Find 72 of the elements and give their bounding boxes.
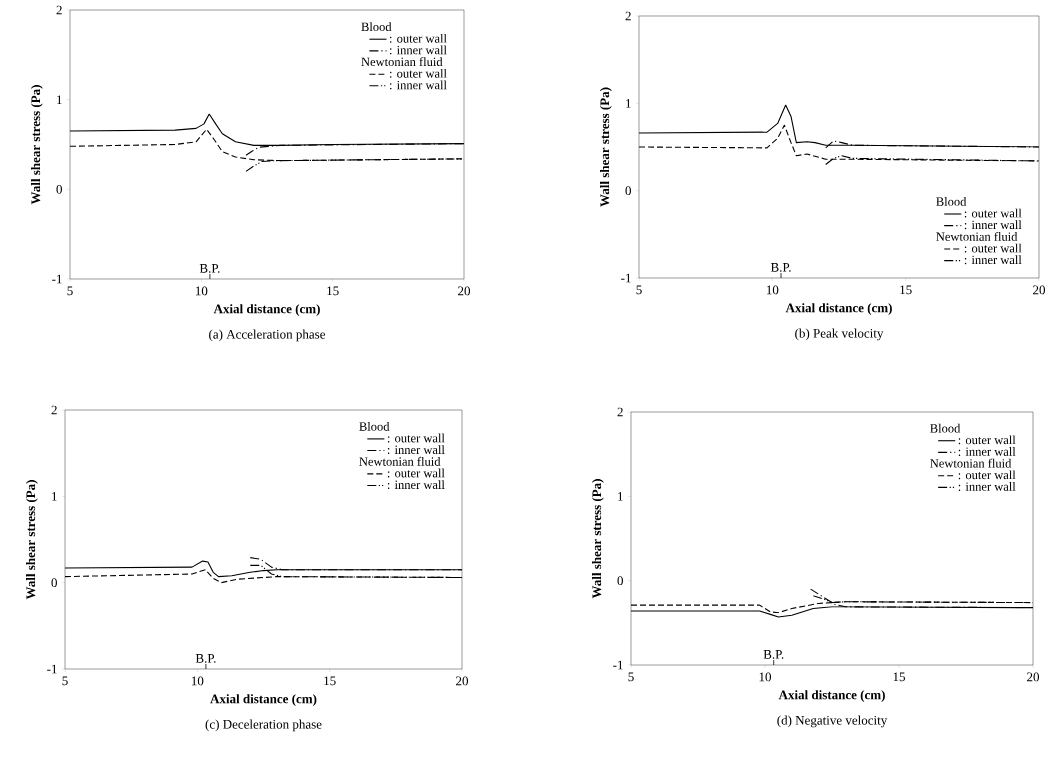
y-axis-title: Wall shear stress (Pa) xyxy=(25,480,38,600)
x-axis-title: Axial distance (cm) xyxy=(213,304,320,316)
y-tick-label: 1 xyxy=(52,492,57,501)
y-tick-label: 0 xyxy=(617,576,623,586)
annotation: Newtonian fluid xyxy=(359,456,441,466)
y-tick-label: 0 xyxy=(625,186,631,196)
y-tick-label: 2 xyxy=(625,11,631,21)
y-tick-label: 2 xyxy=(617,407,623,417)
legend-label: : inner wall xyxy=(958,482,1016,491)
y-axis-title: Wall shear stress (Pa) xyxy=(30,85,43,205)
annotation: B.P. xyxy=(199,264,220,273)
legend-label: : inner wall xyxy=(964,220,1022,230)
legend-label: : outer wall xyxy=(958,470,1016,480)
annotation: Newtonian fluid xyxy=(936,231,1018,241)
y-tick-label: -1 xyxy=(47,664,57,674)
annotation: B.P. xyxy=(195,654,216,663)
legend-label: : inner wall xyxy=(387,480,445,490)
x-tick-label: 10 xyxy=(766,285,779,295)
annotation: B.P. xyxy=(763,650,784,659)
text: (b) Peak velocity xyxy=(795,328,884,341)
legend-label: : inner wall xyxy=(958,447,1016,456)
legend-label: : inner wall xyxy=(964,255,1022,265)
y-tick-label: 1 xyxy=(57,95,62,104)
y-tick-label: -1 xyxy=(52,274,62,284)
x-tick-label: 15 xyxy=(324,676,336,686)
y-tick-label: 2 xyxy=(51,405,57,415)
legend-label: : outer wall xyxy=(964,243,1022,253)
annotation: Blood xyxy=(359,421,390,431)
annotation: Blood xyxy=(930,423,961,433)
x-axis-title: Axial distance (cm) xyxy=(785,303,892,315)
x-tick-label: 10 xyxy=(759,672,772,682)
text: (a) Acceleration phase xyxy=(209,329,326,342)
y-axis-title: Wall shear stress (Pa) xyxy=(592,479,604,599)
legend-label: : outer wall xyxy=(390,68,447,78)
x-tick-label: 20 xyxy=(1033,285,1046,295)
x-tick-label: 10 xyxy=(191,676,204,686)
x-tick-label: 10 xyxy=(195,286,208,296)
annotation: Blood xyxy=(936,197,967,206)
text: (c) Deceleration phase xyxy=(205,719,322,732)
x-tick-label: 5 xyxy=(636,285,642,295)
legend-label: : outer wall xyxy=(387,433,445,443)
x-tick-label: 15 xyxy=(900,285,912,295)
y-tick-label: -1 xyxy=(621,273,631,283)
y-tick-label: 1 xyxy=(618,492,623,501)
annotation: Blood xyxy=(361,22,392,32)
x-tick-label: 20 xyxy=(1027,672,1040,682)
legend-label: : outer wall xyxy=(958,435,1016,445)
x-tick-label: 15 xyxy=(893,672,905,682)
legend-label: : outer wall xyxy=(387,468,445,478)
y-tick-label: 0 xyxy=(56,184,62,194)
y-tick-label: 2 xyxy=(56,5,62,15)
y-tick-label: 0 xyxy=(51,578,57,588)
legend-label: : outer wall xyxy=(964,208,1022,218)
legend-label: : inner wall xyxy=(390,45,447,55)
x-tick-label: 5 xyxy=(628,672,634,682)
y-tick-label: 1 xyxy=(626,99,631,108)
annotation: Newtonian fluid xyxy=(361,57,443,67)
y-axis-title: Wall shear stress (Pa) xyxy=(600,87,612,207)
x-tick-label: 5 xyxy=(62,676,68,686)
legend-label: : outer wall xyxy=(390,33,447,43)
annotation: B.P. xyxy=(770,263,791,272)
x-axis-title: Axial distance (cm) xyxy=(210,694,317,706)
legend-label: : inner wall xyxy=(387,445,445,455)
x-axis-title: Axial distance (cm) xyxy=(778,690,885,702)
x-tick-label: 20 xyxy=(458,286,471,296)
x-tick-label: 5 xyxy=(67,286,73,296)
annotation: Newtonian fluid xyxy=(930,458,1012,468)
x-tick-label: 15 xyxy=(327,286,339,296)
legend-label: : inner wall xyxy=(390,80,447,90)
x-tick-label: 20 xyxy=(456,676,469,686)
y-tick-label: -1 xyxy=(613,660,623,670)
text: (d) Negative velocity xyxy=(777,715,888,728)
